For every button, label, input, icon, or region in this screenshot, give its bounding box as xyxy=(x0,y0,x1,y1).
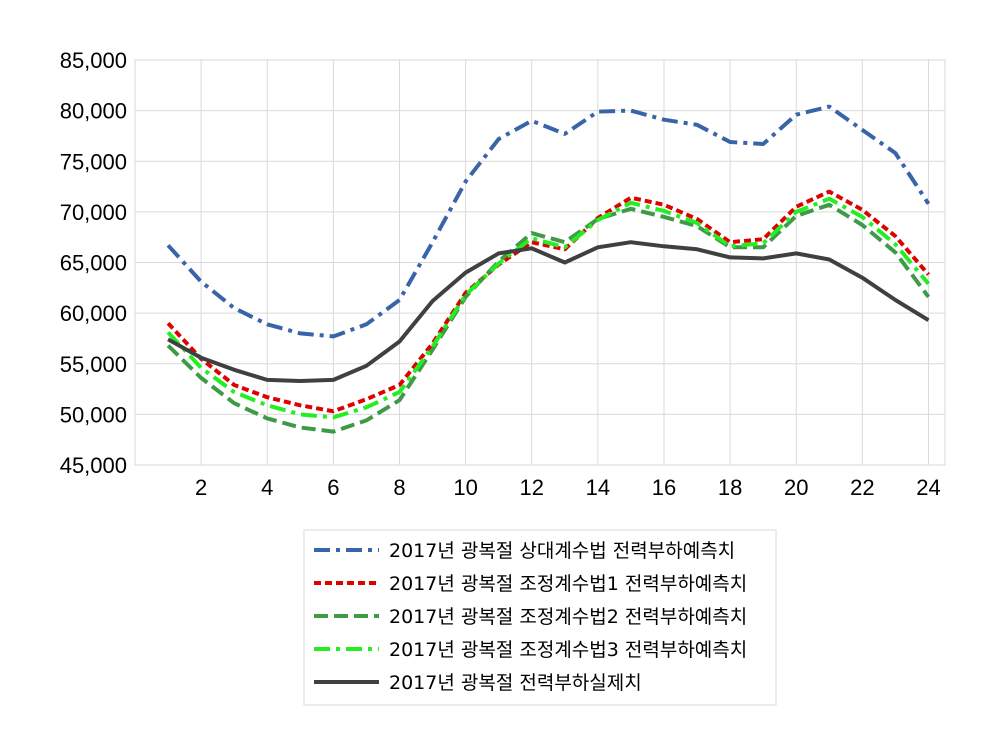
x-tick-label: 24 xyxy=(916,475,940,500)
x-tick-label: 8 xyxy=(393,475,405,500)
legend-label-3: 2017년 광복절 조정계수법2 전력부하예측치 xyxy=(389,606,747,628)
y-tick-label: 50,000 xyxy=(60,402,127,427)
series-line-3 xyxy=(166,202,931,434)
legend-box xyxy=(303,529,777,706)
legend-label-5: 2017년 광복절 전력부하실제치 xyxy=(389,672,642,694)
y-tick-label: 75,000 xyxy=(60,149,127,174)
y-tick-label: 45,000 xyxy=(60,453,127,478)
y-tick-label: 70,000 xyxy=(60,200,127,225)
x-tick-label: 18 xyxy=(718,475,742,500)
x-tick-label: 12 xyxy=(519,475,543,500)
legend-label-4: 2017년 광복절 조정계수법3 전력부하예측치 xyxy=(389,639,747,661)
y-axis: 45,000 50,000 55,000 60,000 65,000 70,000 75,0… xyxy=(60,48,127,478)
y-tick-label: 85,000 xyxy=(60,48,127,73)
y-tick-label: 55,000 xyxy=(60,352,127,377)
legend-label-2: 2017년 광복절 조정계수법1 전력부하예측치 xyxy=(389,573,747,595)
plot-area xyxy=(134,59,946,466)
x-tick-label: 6 xyxy=(327,475,339,500)
x-tick-label: 2 xyxy=(195,475,207,500)
series-line-1 xyxy=(166,104,931,339)
legend: 2017년 광복절 상대계수법 전력부하예측치 2017년 광복절 조정계수법1 … xyxy=(303,529,777,706)
series-line-4 xyxy=(166,196,931,420)
y-tick-label: 65,000 xyxy=(60,251,127,276)
y-tick-label: 60,000 xyxy=(60,301,127,326)
y-tick-label: 80,000 xyxy=(60,99,127,124)
x-tick-label: 16 xyxy=(652,475,676,500)
x-axis: 2 4 6 8 10 12 14 16 18 20 22 24 xyxy=(195,475,941,500)
series-line-5 xyxy=(167,240,930,383)
x-tick-label: 14 xyxy=(586,475,610,500)
x-tick-label: 22 xyxy=(850,475,874,500)
x-tick-label: 10 xyxy=(453,475,477,500)
x-tick-label: 4 xyxy=(261,475,273,500)
series-line-2 xyxy=(166,189,931,414)
x-tick-label: 20 xyxy=(784,475,808,500)
legend-label-1: 2017년 광복절 상대계수법 전력부하예측치 xyxy=(389,540,735,562)
series-layer xyxy=(166,104,931,434)
